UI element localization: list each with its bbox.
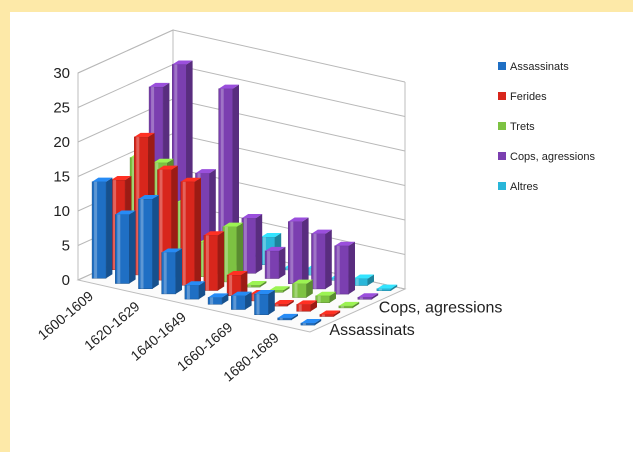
- bar: [338, 301, 360, 309]
- bar: [222, 222, 244, 283]
- bar: [207, 293, 229, 305]
- legend-swatch: [498, 62, 506, 70]
- bar: [231, 291, 252, 310]
- bar: [357, 293, 379, 300]
- legend-swatch: [498, 122, 506, 130]
- legend-label: Trets: [510, 121, 535, 133]
- chart-bars: [91, 60, 398, 326]
- bar: [254, 289, 275, 315]
- legend-label: Assassinats: [510, 61, 569, 73]
- x-tick-label: 1680-1689: [220, 329, 282, 384]
- y-tick-label: 0: [62, 272, 70, 289]
- bar: [319, 310, 341, 317]
- chart-frame: 0 5 10 15 20 25 30 1600-1609 1620-1629 1640-1649…: [10, 12, 633, 452]
- y-tick-label: 30: [53, 65, 70, 82]
- bar: [300, 319, 322, 326]
- bar: [273, 300, 294, 307]
- bar: [334, 241, 355, 295]
- chart-svg: 0 5 10 15 20 25 30 1600-16091620-16291640-1649…: [35, 29, 595, 385]
- gridline: [77, 98, 406, 152]
- legend-swatch: [498, 152, 506, 160]
- bar: [241, 214, 263, 274]
- bar: [376, 284, 398, 291]
- bar: [311, 229, 332, 290]
- legend-label: Cops, agressions: [510, 151, 595, 163]
- chart-legend: Assassinats Ferides Trets Cops, agressions A…: [498, 61, 595, 193]
- y-tick-label: 15: [53, 169, 70, 186]
- gridline: [77, 63, 406, 117]
- y-tick-label: 10: [53, 203, 70, 220]
- bar: [91, 177, 113, 279]
- y-tick-label: 25: [53, 100, 70, 117]
- bar: [315, 291, 336, 303]
- y-tick-label: 5: [62, 238, 70, 255]
- bar: [264, 246, 286, 279]
- bar: [203, 231, 225, 291]
- bar: [245, 281, 267, 288]
- bar: [292, 279, 313, 298]
- x-tick-label: 1600-1609: [35, 288, 97, 343]
- legend-label: Ferides: [510, 91, 547, 103]
- gridline: [77, 29, 406, 83]
- bar: [288, 217, 309, 284]
- legend-swatch: [498, 92, 506, 100]
- x-tick-label: 1640-1649: [127, 308, 189, 363]
- bar: [180, 177, 201, 286]
- bar: [277, 313, 298, 321]
- x-tick-label: 1620-1629: [81, 298, 143, 353]
- bar: [226, 270, 248, 296]
- depth-tick-label: Cops, agressions: [379, 299, 503, 316]
- bar: [296, 300, 317, 312]
- x-tick-label: 1660-1669: [174, 319, 236, 374]
- legend-swatch: [498, 182, 506, 190]
- bar: [138, 194, 159, 289]
- bar: [184, 281, 206, 300]
- legend-label: Altres: [510, 181, 539, 193]
- bar: [161, 248, 182, 295]
- depth-axis-ticks: Cops, agressions Assassinats: [329, 299, 502, 338]
- y-axis-ticks: 0 5 10 15 20 25 30: [53, 65, 70, 289]
- bar: [115, 210, 136, 284]
- bar: [353, 274, 374, 286]
- y-tick-label: 20: [53, 134, 70, 151]
- depth-tick-label: Assassinats: [329, 322, 414, 339]
